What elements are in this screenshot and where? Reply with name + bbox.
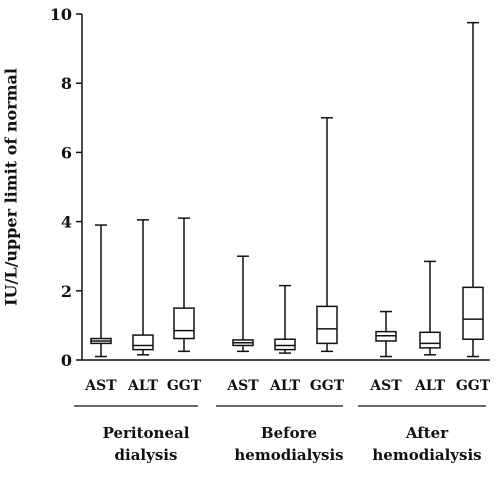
box-ggt [173,307,195,340]
y-tick-label: 6 [61,143,72,162]
box-label-ggt: GGT [456,378,491,394]
y-tick-label: 2 [61,282,72,301]
box-label-ast: AST [226,378,259,394]
box-label-alt: ALT [269,378,301,394]
box-alt [132,334,154,351]
group-label-line1: Peritoneal [102,424,190,442]
box-label-ggt: GGT [167,378,202,394]
y-tick-label: 0 [61,351,72,370]
box-alt [274,338,296,351]
group-label-line1: Before [260,424,318,442]
box-label-alt: ALT [127,378,159,394]
group-label-line2: dialysis [114,446,178,464]
group-label-line2: hemodialysis [372,446,482,464]
group-label-before-hemodialysis: Before hemodialysis [214,422,364,466]
y-axis-label: IU/L/upper limit of normal [1,68,21,306]
box-label-ast: AST [84,378,117,394]
group-label-after-hemodialysis: After hemodialysis [352,422,498,466]
box-ggt [462,286,484,340]
y-tick-label: 4 [61,213,72,232]
box-alt [419,331,441,349]
group-label-peritoneal-dialysis: Peritoneal dialysis [71,422,221,466]
y-tick-label: 8 [61,74,72,93]
box-label-alt: ALT [414,378,446,394]
group-label-line1: After [405,424,449,442]
y-tick-label: 10 [50,5,72,24]
box-label-ggt: GGT [310,378,345,394]
box-ggt [316,305,338,345]
group-label-line2: hemodialysis [234,446,344,464]
box-label-ast: AST [369,378,402,394]
